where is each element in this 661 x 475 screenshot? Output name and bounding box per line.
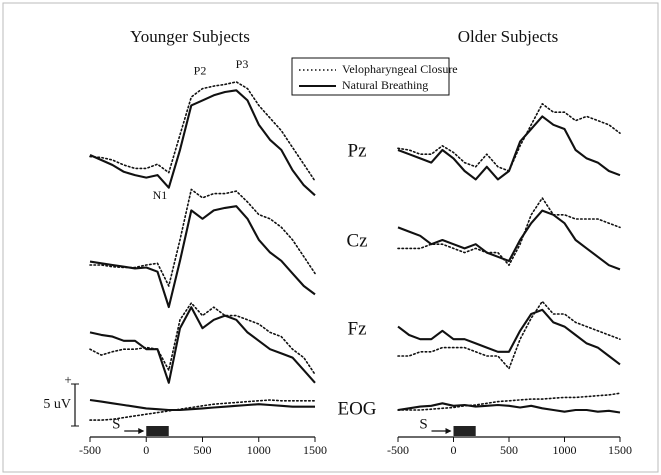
solid-line bbox=[89, 306, 316, 384]
x-tick-label: 500 bbox=[500, 443, 518, 457]
solid-line bbox=[397, 402, 621, 414]
stimulus-box bbox=[146, 426, 169, 436]
row-label: Cz bbox=[346, 230, 367, 251]
solid-line bbox=[397, 209, 621, 271]
scale-bar-label: 5 uV bbox=[43, 397, 71, 412]
dotted-line bbox=[89, 81, 316, 182]
column-title: Younger Subjects bbox=[130, 27, 250, 46]
dotted-line bbox=[397, 392, 621, 411]
dotted-line bbox=[89, 399, 316, 421]
x-tick-label: 500 bbox=[194, 443, 212, 457]
x-tick-label: 1500 bbox=[608, 443, 632, 457]
annotation: P3 bbox=[236, 57, 249, 71]
solid-line bbox=[89, 205, 316, 309]
solid-line bbox=[89, 89, 316, 197]
arrow-head bbox=[445, 428, 452, 434]
x-tick-label: 0 bbox=[143, 443, 149, 457]
x-tick-label: -500 bbox=[387, 443, 409, 457]
x-tick-label: 1000 bbox=[553, 443, 577, 457]
annotation: N1 bbox=[153, 188, 168, 202]
arrow-head bbox=[138, 428, 145, 434]
row-label: Fz bbox=[348, 318, 367, 339]
dotted-line bbox=[89, 302, 316, 376]
stimulus-label: S bbox=[112, 416, 120, 432]
legend-box bbox=[291, 57, 450, 96]
stimulus-box bbox=[453, 426, 476, 436]
scale-bar-sign: + bbox=[64, 372, 71, 387]
solid-line bbox=[89, 398, 315, 412]
dotted-line bbox=[397, 300, 621, 370]
solid-line bbox=[397, 115, 621, 181]
stimulus-label: S bbox=[419, 416, 427, 432]
row-label: EOG bbox=[337, 398, 376, 419]
annotation: P2 bbox=[194, 64, 207, 78]
legend-label: Velopharyngeal Closure bbox=[342, 62, 458, 76]
row-label: Pz bbox=[348, 140, 367, 161]
x-tick-label: 0 bbox=[451, 443, 457, 457]
legend-label: Natural Breathing bbox=[342, 78, 428, 92]
solid-line bbox=[397, 308, 621, 366]
column-title: Older Subjects bbox=[458, 27, 559, 46]
dotted-line bbox=[397, 197, 621, 266]
x-tick-label: 1500 bbox=[303, 443, 327, 457]
x-tick-label: -500 bbox=[79, 443, 101, 457]
x-tick-label: 1000 bbox=[247, 443, 271, 457]
